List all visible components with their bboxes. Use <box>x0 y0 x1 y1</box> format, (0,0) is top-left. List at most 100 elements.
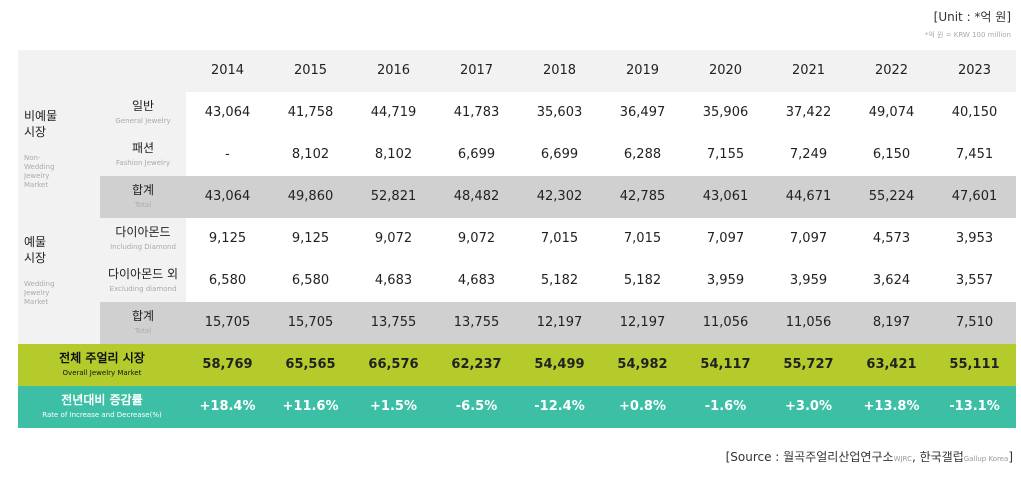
row-label-bg <box>100 176 186 218</box>
group-label: 예물 시장 <box>24 235 47 265</box>
row-label-en: Rate of Increase and Decrease(%) <box>42 411 162 419</box>
cell: +18.4% <box>199 399 256 414</box>
cell: 11,056 <box>702 315 749 330</box>
cell: 35,906 <box>702 105 749 120</box>
cell: 3,624 <box>872 273 911 288</box>
year-header: 2017 <box>459 63 494 78</box>
row-label-en: Total <box>134 201 152 209</box>
cell: 4,683 <box>457 273 496 288</box>
cell: 54,982 <box>617 357 668 372</box>
cell: 43,064 <box>204 105 251 120</box>
year-header: 2019 <box>625 63 660 78</box>
cell: 52,821 <box>370 189 417 204</box>
row-label-en: Fashion Jewelry <box>115 159 170 167</box>
row-label: 다이아몬드 외 <box>107 267 179 281</box>
cell: 7,155 <box>706 147 745 162</box>
cell: 8,102 <box>291 147 330 162</box>
cell: 37,422 <box>785 105 832 120</box>
source-text: [Source : 월곡주얼리산업연구소 <box>725 450 894 464</box>
cell: - <box>225 147 230 162</box>
cell: 44,719 <box>370 105 417 120</box>
row-label-en: General Jewelry <box>115 117 171 125</box>
cell: 15,705 <box>287 315 334 330</box>
cell: 6,699 <box>457 147 496 162</box>
group-label-en: Wedding Jewelry Market <box>24 280 55 306</box>
row-label-en: Total <box>134 327 152 335</box>
cell: 41,758 <box>287 105 334 120</box>
cell: 66,576 <box>368 357 419 372</box>
row-label: 전년대비 증감률 <box>61 393 143 407</box>
unit-note: *억 원 = KRW 100 million <box>924 31 1011 39</box>
cell: 62,237 <box>451 357 502 372</box>
cell: +3.0% <box>785 399 832 414</box>
cell: 47,601 <box>951 189 998 204</box>
row-bg <box>100 134 1016 176</box>
source-small: Gallup Korea <box>963 455 1009 463</box>
cell: 13,755 <box>453 315 500 330</box>
cell: 5,182 <box>623 273 662 288</box>
year-header: 2023 <box>957 63 992 78</box>
unit: [Unit : *억 원] <box>933 10 1011 24</box>
cell: -1.6% <box>704 399 747 414</box>
source-text: ] <box>1008 450 1013 464</box>
cell: 8,197 <box>872 315 911 330</box>
year-header: 2022 <box>874 63 909 78</box>
cell: 6,288 <box>623 147 662 162</box>
cell: 43,064 <box>204 189 251 204</box>
cell: -6.5% <box>455 399 498 414</box>
cell: 42,785 <box>619 189 666 204</box>
year-header: 2016 <box>376 63 411 78</box>
cell: 7,510 <box>955 315 994 330</box>
cell: 6,580 <box>291 273 330 288</box>
cell: 65,565 <box>285 357 336 372</box>
source-small: WJRC <box>893 455 912 463</box>
row-label: 전체 주얼리 시장 <box>59 351 145 365</box>
cell: 12,197 <box>536 315 583 330</box>
cell: 8,102 <box>374 147 413 162</box>
cell: 54,499 <box>534 357 585 372</box>
cell: 55,727 <box>783 357 834 372</box>
row-label-bg <box>100 260 186 302</box>
row-label-bg <box>100 134 186 176</box>
cell: 3,959 <box>706 273 745 288</box>
cell: 58,769 <box>202 357 253 372</box>
cell: +0.8% <box>619 399 666 414</box>
source: [Source : 월곡주얼리산업연구소WJRC, 한국갤럽Gallup Kor… <box>726 448 1013 465</box>
cell: +1.5% <box>370 399 417 414</box>
cell: 7,451 <box>955 147 994 162</box>
row-label-en: Excluding diamond <box>109 285 177 293</box>
row-label: 다이아몬드 <box>115 225 171 239</box>
row-label-en: Including Diamond <box>110 243 176 251</box>
cell: 48,482 <box>453 189 500 204</box>
cell: 42,302 <box>536 189 583 204</box>
cell: 11,056 <box>785 315 832 330</box>
cell: -12.4% <box>534 399 585 414</box>
row-label-bg <box>100 92 186 134</box>
group-label-en: Non- Wedding Jewelry Market <box>24 154 55 189</box>
cell: 7,097 <box>706 231 745 246</box>
cell: 9,125 <box>291 231 330 246</box>
row-label-bg <box>100 302 186 344</box>
cell: 15,705 <box>204 315 251 330</box>
cell: 6,580 <box>208 273 247 288</box>
year-header: 2015 <box>293 63 328 78</box>
cell: 6,150 <box>872 147 911 162</box>
cell: 9,072 <box>374 231 413 246</box>
row-bg <box>100 92 1016 134</box>
cell: 12,197 <box>619 315 666 330</box>
cell: 40,150 <box>951 105 998 120</box>
cell: 41,783 <box>453 105 500 120</box>
row-bg <box>100 218 1016 260</box>
cell: 7,015 <box>623 231 662 246</box>
cell: 3,953 <box>955 231 994 246</box>
cell: -13.1% <box>949 399 1000 414</box>
cell: 55,111 <box>949 357 1000 372</box>
cell: 36,497 <box>619 105 666 120</box>
cell: 4,683 <box>374 273 413 288</box>
year-header: 2018 <box>542 63 577 78</box>
source-text: , 한국갤럽 <box>911 450 964 464</box>
cell: +13.8% <box>863 399 920 414</box>
row-label: 일반 <box>131 99 155 113</box>
cell: 43,061 <box>702 189 749 204</box>
